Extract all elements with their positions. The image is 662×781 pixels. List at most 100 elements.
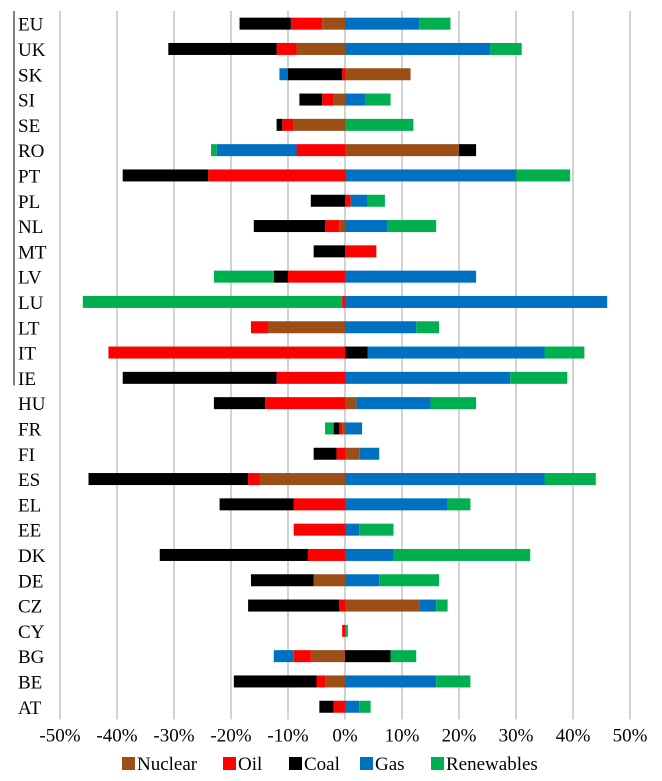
- bar-coal-sk: [288, 68, 343, 81]
- legend-swatch-gas: [360, 757, 373, 770]
- category-label: DE: [18, 571, 43, 592]
- bar-nuclear-si: [333, 93, 345, 106]
- bar-renewables-se: [345, 118, 414, 131]
- category-label: SI: [18, 91, 35, 112]
- bar-nuclear-sk: [345, 68, 411, 81]
- bar-renewables-pt: [516, 169, 571, 182]
- bar-renewables-at: [359, 700, 371, 713]
- bar-oil-it: [108, 346, 345, 359]
- bar-gas-cz: [419, 599, 437, 612]
- bar-renewables-dk: [393, 548, 531, 561]
- bar-coal-pl: [310, 194, 345, 207]
- bar-renewables-lv: [213, 270, 274, 283]
- x-tick-label: 50%: [613, 725, 648, 746]
- category-label: PT: [18, 166, 41, 187]
- bar-gas-bg: [273, 650, 294, 663]
- bar-oil-ro: [296, 144, 345, 157]
- bar-renewables-fr: [325, 422, 334, 435]
- bar-nuclear-fr: [342, 422, 345, 435]
- bar-oil-mt: [345, 245, 377, 258]
- bar-oil-pl: [345, 194, 351, 207]
- legend-label-renewables: Renewables: [446, 754, 538, 775]
- legend-swatch-oil: [223, 757, 236, 770]
- gridlines: [59, 11, 631, 720]
- bar-oil-cy: [342, 624, 345, 637]
- bar-renewables-pl: [367, 194, 385, 207]
- bar-oil-be: [316, 675, 326, 688]
- category-label: EU: [18, 15, 44, 36]
- bar-gas-eu: [345, 17, 420, 30]
- legend-swatch-coal: [289, 757, 302, 770]
- bar-nuclear-nl: [339, 220, 345, 233]
- bar-gas-dk: [345, 548, 394, 561]
- legend-swatch-renewables: [431, 757, 444, 770]
- legend-label-gas: Gas: [375, 754, 405, 775]
- legend-label-coal: Coal: [304, 754, 340, 775]
- bar-gas-lv: [345, 270, 477, 283]
- bar-gas-de: [345, 574, 380, 587]
- bar-gas-lt: [345, 321, 417, 334]
- bar-coal-eu: [239, 17, 291, 30]
- bar-renewables-ro: [211, 144, 217, 157]
- category-label: EL: [18, 495, 41, 516]
- bar-oil-se: [282, 118, 294, 131]
- bar-gas-hu: [356, 397, 431, 410]
- bar-gas-it: [367, 346, 545, 359]
- bar-renewables-nl: [387, 220, 437, 233]
- bar-renewables-hu: [430, 397, 477, 410]
- x-tick-label: 0%: [332, 725, 358, 746]
- bar-gas-sk: [279, 68, 288, 81]
- category-label: LU: [18, 293, 44, 314]
- x-tick-label: 20%: [442, 725, 477, 746]
- bar-renewables-ee: [359, 523, 394, 536]
- bar-coal-dk: [159, 548, 308, 561]
- bar-nuclear-ro: [345, 144, 459, 157]
- legend-label-nuclear: Nuclear: [137, 754, 198, 775]
- bar-coal-uk: [168, 42, 277, 55]
- bar-oil-lv: [288, 270, 345, 283]
- bar-nuclear-eu: [322, 17, 345, 30]
- x-tick-label: 40%: [556, 725, 591, 746]
- bar-oil-eu: [290, 17, 323, 30]
- bar-oil-ie: [276, 371, 345, 384]
- bar-oil-fr: [339, 422, 343, 435]
- bar-coal-el: [219, 498, 294, 511]
- bar-nuclear-uk: [296, 42, 345, 55]
- category-label: RO: [18, 141, 44, 162]
- bar-gas-at: [345, 700, 360, 713]
- bar-gas-pl: [350, 194, 368, 207]
- bar-oil-pt: [208, 169, 345, 182]
- bar-nuclear-es: [259, 473, 345, 486]
- bar-gas-uk: [345, 42, 491, 55]
- category-label: NL: [18, 217, 43, 238]
- bar-nuclear-se: [293, 118, 345, 131]
- bar-oil-cz: [339, 599, 345, 612]
- category-label: UK: [18, 40, 46, 61]
- bar-renewables-es: [544, 473, 596, 486]
- x-tick-label: -50%: [39, 725, 80, 746]
- bar-nuclear-cz: [345, 599, 420, 612]
- category-label: BG: [18, 647, 45, 668]
- bar-nuclear-bg: [310, 650, 345, 663]
- bar-renewables-lt: [416, 321, 440, 334]
- bar-coal-fr: [333, 422, 340, 435]
- category-label: IT: [18, 344, 36, 365]
- bar-oil-es: [248, 473, 260, 486]
- bar-gas-es: [345, 473, 545, 486]
- category-label: SE: [18, 116, 40, 137]
- legend: Nuclear Oil Coal Gas Renewables: [122, 754, 538, 775]
- bar-oil-hu: [265, 397, 345, 410]
- x-tick-label: 10%: [385, 725, 420, 746]
- category-label: SK: [18, 65, 43, 86]
- bar-coal-ro: [459, 144, 477, 157]
- bar-coal-mt: [313, 245, 345, 258]
- category-label: MT: [18, 242, 47, 263]
- bar-gas-fr: [345, 422, 363, 435]
- bar-renewables-cy: [345, 624, 348, 637]
- bar-coal-se: [276, 118, 283, 131]
- bar-coal-nl: [253, 220, 326, 233]
- category-label: PL: [18, 192, 40, 213]
- bar-oil-el: [293, 498, 345, 511]
- bar-renewables-uk: [490, 42, 522, 55]
- category-label: EE: [18, 521, 41, 542]
